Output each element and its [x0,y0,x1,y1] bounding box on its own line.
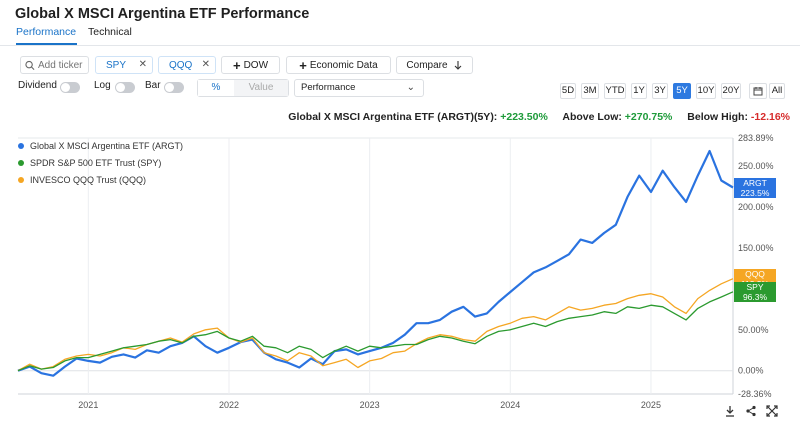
active-tab-indicator [16,43,77,45]
range-button-3m[interactable]: 3M [581,83,599,99]
range-button-all[interactable]: All [769,83,785,99]
dividend-label: Dividend [18,80,57,91]
ticker-chip-label: QQQ [169,59,193,71]
legend-marker [18,142,24,149]
last-value-tag-line: 223.5% [740,187,770,198]
expand-icon[interactable] [766,405,778,420]
last-value-tag-line: QQQ [745,268,765,279]
share-icon[interactable] [745,405,757,420]
x-tick-label: 2024 [500,400,520,410]
bar-label: Bar [145,80,161,91]
log-label: Log [94,80,111,91]
chevron-down-icon: ⌄ [406,82,415,93]
range-button-5y[interactable]: 5Y [673,83,691,99]
remove-spy-close-icon[interactable]: ✕ [138,59,147,70]
y-tick-label: 200.00% [738,202,774,212]
y-tick-label: 250.00% [738,161,774,171]
mode-select[interactable]: Performance ⌄ [294,79,424,97]
y-tick-label: -28.36% [738,389,772,399]
chart-legend: Global X MSCI Argentina ETF (ARGT) SPDR S… [18,137,183,188]
range-button-5d[interactable]: 5D [560,83,576,99]
plus-icon: + [232,57,241,73]
y-tick-label: 150.00% [738,243,774,253]
add-ticker-field[interactable] [20,56,89,74]
x-tick-label: 2022 [219,400,239,410]
page-title: Global X MSCI Argentina ETF Performance [15,6,310,22]
tab-performance[interactable]: Performance [16,26,77,38]
ticker-chip-qqq: QQQ ✕ [158,56,216,74]
remove-qqq-close-icon[interactable]: ✕ [201,59,210,70]
below-high-value: -12.16% [750,111,790,123]
percent-value-switch: % Value [197,79,289,97]
legend-marker [18,176,24,183]
x-tick-label: 2023 [360,400,380,410]
series-line-1 [17,278,734,372]
last-value-tag-line: SPY [746,281,764,292]
ticker-chip-spy: SPY ✕ [95,56,153,74]
above-low-label: Above Low: [562,111,622,123]
range-button-10y[interactable]: 10Y [696,83,716,99]
add-ticker-input[interactable] [35,59,88,71]
legend-label: SPDR S&P 500 ETF Trust (SPY) [30,157,162,168]
range-button-1y[interactable]: 1Y [631,83,647,99]
range-button-ytd[interactable]: YTD [604,83,626,99]
log-toggle[interactable] [115,82,135,93]
calendar-icon[interactable] [749,83,767,99]
tab-divider [0,45,800,46]
plus-icon: + [299,57,307,73]
economic-data-button[interactable]: + Economic Data [286,56,391,74]
y-tick-label: 0.00% [738,366,764,376]
y-tick-label: 283.89% [738,133,774,143]
summary-change: +223.50% [500,111,548,123]
legend-marker [18,159,24,166]
compare-label: Compare [406,59,448,71]
performance-summary: Global X MSCI Argentina ETF (ARGT)(5Y): … [288,111,790,123]
dow-label: DOW [243,59,269,71]
last-value-tag: SPY 96.3% [734,281,776,302]
legend-label: INVESCO QQQ Trust (QQQ) [30,174,147,185]
series-line-2 [17,291,734,372]
last-value-tag: ARGT 223.5% [734,177,776,198]
x-tick-label: 2025 [641,400,661,410]
legend-item[interactable]: INVESCO QQQ Trust (QQQ) [18,171,183,188]
economic-data-label: Economic Data [309,59,378,71]
search-icon [25,60,35,70]
series-line-0 [17,149,734,377]
range-button-20y[interactable]: 20Y [721,83,741,99]
last-value-tag-line: 96.3% [742,291,768,302]
tab-technical[interactable]: Technical [88,26,132,38]
legend-item[interactable]: Global X MSCI Argentina ETF (ARGT) [18,137,183,154]
value-option[interactable]: Value [234,80,288,96]
mode-select-value: Performance [301,82,356,93]
above-low-value: +270.75% [624,111,673,123]
x-tick-label: 2021 [78,400,98,410]
range-button-3y[interactable]: 3Y [652,83,668,99]
below-high-label: Below High: [687,111,748,123]
bar-toggle[interactable] [164,82,184,93]
legend-item[interactable]: SPDR S&P 500 ETF Trust (SPY) [18,154,183,171]
dividend-toggle[interactable] [60,82,80,93]
arrow-down-icon [454,61,461,70]
compare-button[interactable]: Compare [396,56,473,74]
ticker-chip-label: SPY [106,59,127,71]
add-dow-button[interactable]: + DOW [221,56,280,74]
y-tick-label: 50.00% [738,325,769,335]
legend-label: Global X MSCI Argentina ETF (ARGT) [30,140,184,151]
summary-name: Global X MSCI Argentina ETF (ARGT)(5Y): [288,111,498,123]
last-value-tag-line: ARGT [743,177,767,188]
download-icon[interactable] [724,405,736,420]
